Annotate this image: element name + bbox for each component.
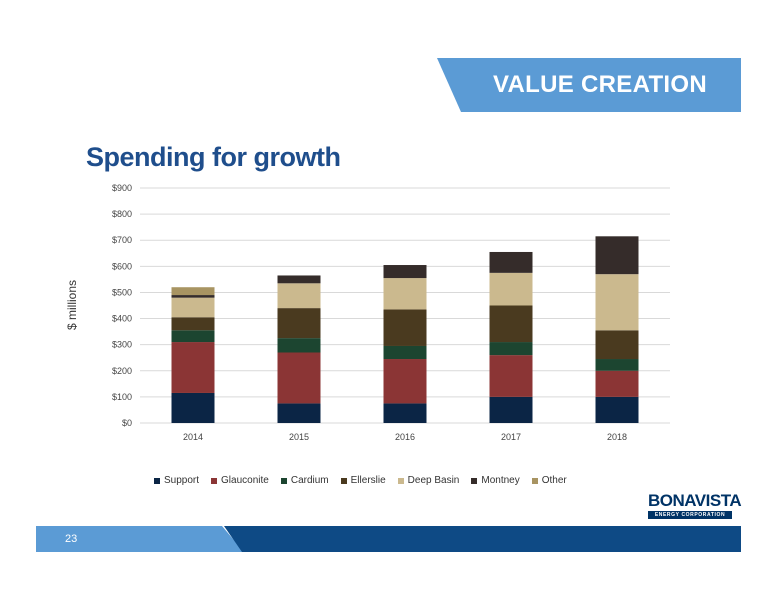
legend-label: Montney xyxy=(481,475,520,486)
bar-segment xyxy=(489,305,533,343)
bar-segment xyxy=(277,352,321,404)
y-tick-label: $100 xyxy=(112,392,132,402)
bar-segment xyxy=(171,330,215,343)
legend-item: Other xyxy=(531,475,567,486)
y-tick-label: $300 xyxy=(112,340,132,350)
legend-swatch xyxy=(340,477,347,484)
bar-segment xyxy=(595,274,639,331)
legend-swatch xyxy=(280,477,287,484)
bar-segment xyxy=(489,342,533,356)
legend-label: Cardium xyxy=(290,475,329,486)
bar-segment xyxy=(277,338,321,353)
legend-item: Ellerslie xyxy=(340,475,386,486)
x-tick-label: 2017 xyxy=(501,432,521,442)
y-tick-label: $900 xyxy=(112,183,132,193)
logo-wordmark: BONAVISTA xyxy=(648,491,742,510)
bar-segment xyxy=(489,272,533,306)
y-tick-label: $400 xyxy=(112,314,132,324)
bar-segment xyxy=(383,359,427,404)
y-tick-label: $700 xyxy=(112,235,132,245)
chart-legend: Support Glauconite Cardium Ellerslie Deep Ba… xyxy=(154,475,567,486)
bar-segment xyxy=(595,330,639,360)
legend-label: Ellerslie xyxy=(350,475,386,486)
bar-segment xyxy=(383,403,427,423)
legend-label: Glauconite xyxy=(221,475,269,486)
legend-item: Deep Basin xyxy=(397,475,460,486)
legend-swatch xyxy=(154,477,160,484)
bar-segment xyxy=(595,236,639,275)
legend-item: Montney xyxy=(471,475,520,486)
y-tick-label: $500 xyxy=(112,287,132,297)
bar-segment xyxy=(489,355,533,397)
bar-segment xyxy=(171,287,215,296)
legend-swatch xyxy=(211,477,218,484)
bar-segment xyxy=(171,342,215,393)
bar-segment xyxy=(171,392,215,423)
x-tick-label: 2016 xyxy=(395,432,415,442)
page-title: Spending for growth xyxy=(86,142,341,172)
legend-item: Support xyxy=(154,475,199,486)
legend-item: Cardium xyxy=(280,475,329,486)
bar-segment xyxy=(383,265,427,279)
legend-label: Other xyxy=(541,475,567,486)
bar-segment xyxy=(171,297,215,318)
bar-segment xyxy=(489,251,533,273)
bar-segment xyxy=(489,396,533,423)
x-tick-label: 2014 xyxy=(183,432,203,442)
section-banner-label: VALUE CREATION xyxy=(493,71,707,98)
legend-label: Deep Basin xyxy=(407,475,460,486)
legend-swatch xyxy=(531,477,538,484)
legend-swatch xyxy=(397,477,404,484)
legend-swatch xyxy=(471,477,478,484)
y-tick-label: $600 xyxy=(112,261,132,271)
bar-segment xyxy=(383,345,427,360)
footer-bar-left xyxy=(36,526,244,552)
y-axis-label: $ millions xyxy=(65,280,79,330)
page-number: 23 xyxy=(65,533,78,545)
footer-bar-right xyxy=(224,526,741,552)
legend-item: Glauconite xyxy=(211,475,269,486)
bar-segment xyxy=(277,283,321,309)
logo-subtitle: ENERGY CORPORATION xyxy=(648,511,732,519)
company-logo: BONAVISTA ENERGY CORPORATION xyxy=(648,491,742,519)
bar-segment xyxy=(595,359,639,371)
y-tick-label: $800 xyxy=(112,209,132,219)
x-tick-label: 2018 xyxy=(607,432,627,442)
bar-segment xyxy=(595,370,639,397)
bar-segment xyxy=(171,295,215,298)
y-tick-label: $200 xyxy=(112,366,132,376)
bar-segment xyxy=(383,278,427,310)
bar-segment xyxy=(277,403,321,423)
x-tick-label: 2015 xyxy=(289,432,309,442)
legend-label: Support xyxy=(164,475,200,486)
y-tick-label: $0 xyxy=(122,418,132,428)
bar-segment xyxy=(277,275,321,284)
bar-segment xyxy=(171,317,215,331)
bar-segment xyxy=(277,308,321,339)
bar-segment xyxy=(595,396,639,423)
section-banner: VALUE CREATION xyxy=(437,58,741,112)
bar-segment xyxy=(383,309,427,346)
